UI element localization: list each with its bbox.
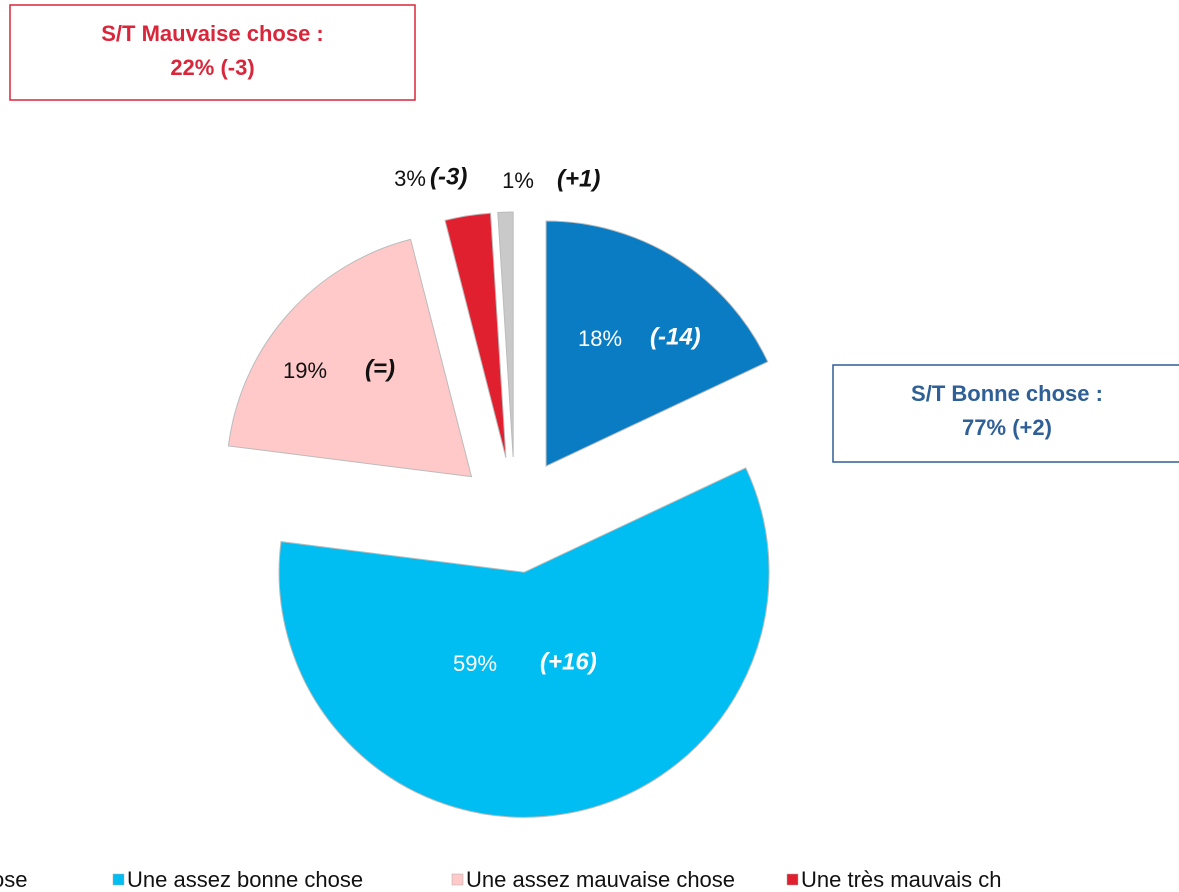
- annotation-text: S/T Mauvaise chose :: [101, 21, 324, 46]
- pie-slice: [497, 211, 514, 458]
- annotation-text: S/T Bonne chose :: [911, 381, 1103, 406]
- legend-label: Une assez bonne chose: [127, 867, 363, 892]
- legend-label: ose: [0, 867, 27, 892]
- annotation-text: 77% (+2): [962, 415, 1052, 440]
- pie-slice: [545, 220, 769, 467]
- legend-swatch: [786, 873, 799, 886]
- change-label: (-14): [650, 323, 701, 350]
- value-label: 1%: [502, 168, 534, 193]
- change-label: (=): [365, 355, 395, 382]
- change-label: (+1): [557, 165, 600, 192]
- legend-label: Une très mauvais ch: [801, 867, 1002, 892]
- change-label: (+16): [540, 648, 597, 675]
- annotation-text: 22% (-3): [170, 55, 254, 80]
- value-label: 19%: [283, 358, 327, 383]
- annotation-box: [832, 364, 1179, 463]
- legend-label: Une assez mauvaise chose: [466, 867, 735, 892]
- pie-slice: [444, 212, 507, 458]
- legend-swatch: [112, 873, 125, 886]
- value-label: 59%: [453, 651, 497, 676]
- pie-slice: [278, 467, 770, 818]
- legend-swatch: [451, 873, 464, 886]
- pie-slice: [227, 238, 473, 478]
- annotation-box: [9, 4, 416, 101]
- value-label: 3%: [394, 166, 426, 191]
- change-label: (-3): [430, 163, 467, 190]
- value-label: 18%: [578, 326, 622, 351]
